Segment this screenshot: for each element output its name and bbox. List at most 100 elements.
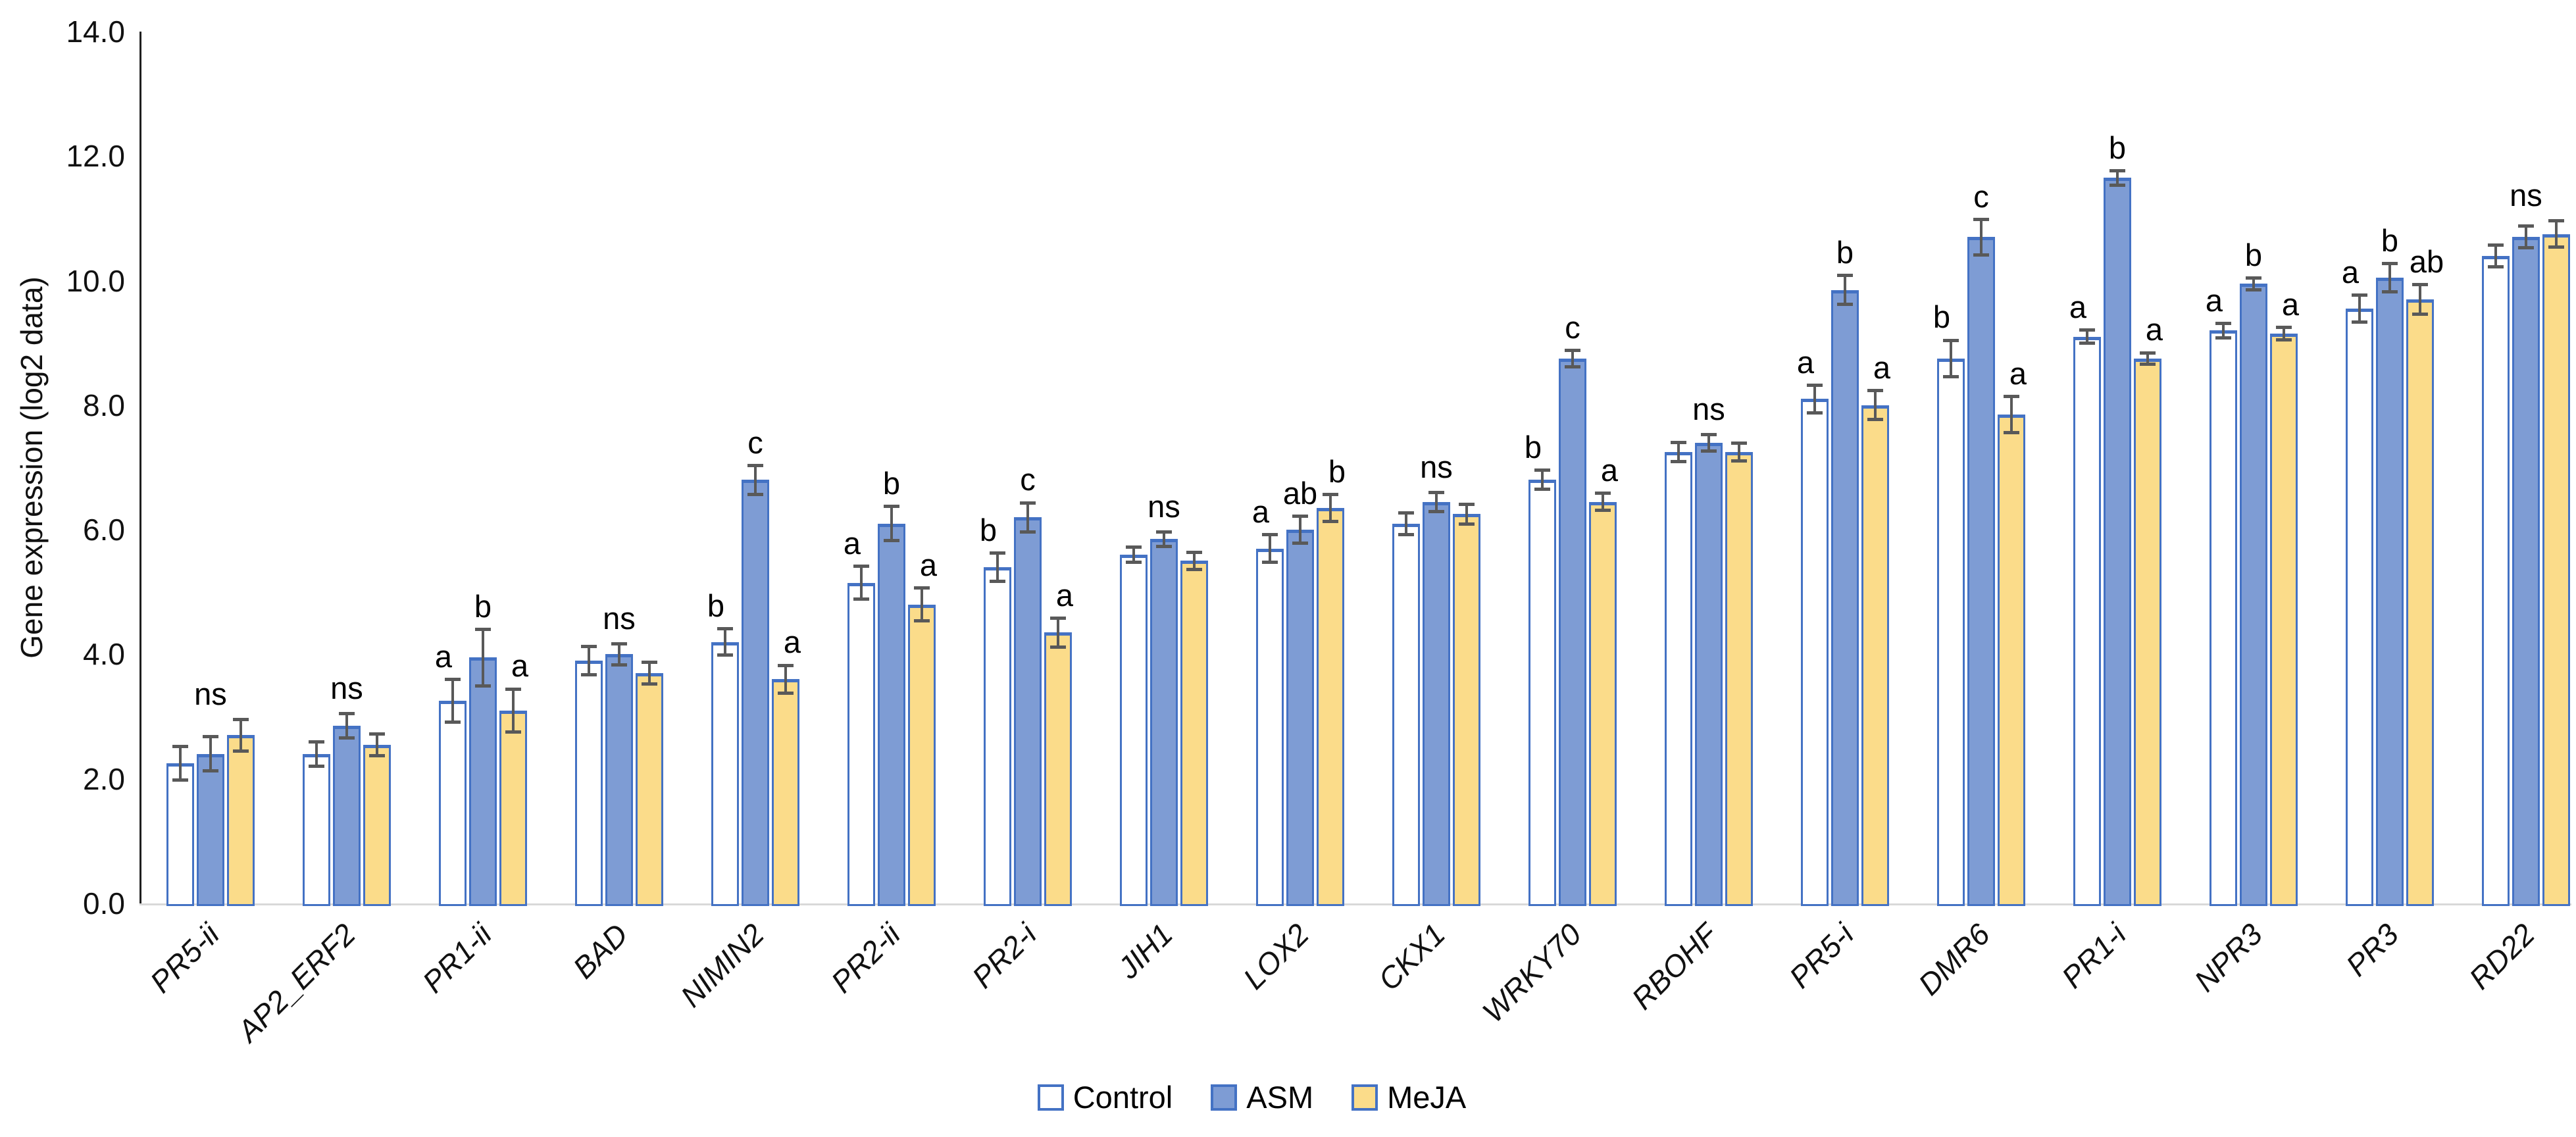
error-bar	[1813, 383, 1816, 415]
error-bar	[860, 565, 863, 601]
legend-item-asm: ASM	[1211, 1080, 1313, 1115]
bar-meja-AP2_ERF2	[363, 744, 391, 906]
error-bar-cap	[1323, 519, 1338, 523]
error-bar	[376, 732, 378, 757]
error-bar	[890, 505, 893, 543]
sig-letter: a	[919, 547, 938, 583]
error-bar-cap	[2518, 246, 2534, 250]
sig-letter: c	[1020, 462, 1036, 497]
bar-asm-RBOHF	[1695, 442, 1723, 906]
bar-control-NIMIN2	[711, 642, 739, 906]
error-bar-cap	[203, 735, 218, 739]
error-bar-cap	[2548, 245, 2564, 249]
legend-item-meja: MeJA	[1351, 1080, 1466, 1115]
error-bar-cap	[1186, 567, 1202, 571]
y-axis-tick-label: 12.0	[66, 139, 125, 174]
bar-control-RBOHF	[1665, 451, 1692, 906]
bar-control-PR2-i	[984, 567, 1011, 906]
error-bar	[2146, 351, 2149, 366]
error-bar-cap	[1398, 532, 1414, 536]
error-bar	[1269, 532, 1271, 565]
error-bar-cap	[642, 660, 657, 664]
bar-meja-PR2-i	[1044, 632, 1072, 906]
error-bar	[1026, 501, 1029, 534]
sig-letter: a	[2069, 290, 2087, 325]
error-bar	[1738, 441, 1740, 463]
error-bar-cap	[1020, 501, 1036, 505]
error-bar-cap	[914, 586, 930, 590]
error-bar-cap	[581, 645, 597, 649]
bar-control-AP2_ERF2	[303, 753, 330, 906]
bar-meja-RD22	[2542, 234, 2570, 906]
bar-meja-PR2-ii	[908, 604, 936, 906]
sig-letter: a	[1873, 350, 1891, 386]
error-bar-cap	[233, 749, 249, 753]
bar-control-NPR3	[2210, 330, 2237, 906]
error-bar-cap	[2004, 431, 2019, 435]
bar-asm-NPR3	[2240, 284, 2267, 906]
sig-letter: a	[511, 648, 529, 684]
bar-asm-RD22	[2512, 237, 2540, 906]
error-bar	[618, 642, 620, 667]
error-bar-cap	[2140, 363, 2156, 366]
error-bar-cap	[1050, 645, 1066, 649]
error-bar	[1980, 217, 1983, 257]
bar-meja-PR3	[2406, 299, 2434, 906]
error-bar	[2388, 262, 2391, 293]
sig-letter: b	[882, 466, 901, 501]
bar-control-WRKY70	[1528, 480, 1556, 906]
error-bar-cap	[1398, 511, 1414, 515]
legend-item-control: Control	[1037, 1080, 1173, 1115]
error-bar-cap	[2488, 243, 2504, 247]
error-bar-cap	[1731, 459, 1747, 463]
bar-control-PR3	[2346, 309, 2373, 906]
sig-letter: a	[843, 525, 861, 561]
error-bar-cap	[1943, 375, 1959, 379]
error-bar-cap	[1701, 449, 1717, 453]
error-bar	[2494, 243, 2497, 268]
error-bar-cap	[1837, 303, 1853, 307]
error-bar-cap	[505, 730, 521, 734]
bar-asm-BAD	[605, 654, 633, 906]
bar-control-BAD	[575, 660, 603, 906]
bar-asm-PR2-i	[1014, 517, 1042, 906]
error-bar	[1874, 389, 1877, 422]
x-axis-line	[139, 903, 2571, 905]
error-bar-cap	[2079, 341, 2095, 345]
error-bar-cap	[1701, 432, 1717, 436]
sig-letter: a	[434, 639, 453, 674]
error-bar	[1405, 511, 1407, 536]
error-bar	[179, 744, 182, 782]
error-bar-cap	[990, 551, 1005, 555]
sig-letter: b	[1932, 299, 1951, 335]
error-bar-cap	[2140, 351, 2156, 355]
bar-meja-LOX2	[1317, 508, 1344, 906]
error-bar	[2116, 169, 2119, 187]
legend-swatch-control	[1037, 1084, 1064, 1111]
error-bar-cap	[339, 712, 355, 716]
error-bar	[648, 660, 651, 686]
error-bar	[1299, 515, 1301, 545]
error-bar-cap	[2276, 338, 2292, 342]
error-bar-cap	[2412, 312, 2428, 316]
error-bar	[2283, 325, 2285, 342]
bar-meja-NIMIN2	[772, 679, 799, 906]
error-bar-cap	[2488, 265, 2504, 268]
bar-meja-WRKY70	[1589, 501, 1617, 906]
bar-asm-PR1-ii	[469, 657, 497, 906]
error-bar	[345, 712, 348, 740]
sig-letter: a	[783, 624, 801, 660]
error-bar-cap	[1050, 616, 1066, 620]
error-bar-cap	[1126, 545, 1142, 549]
error-bar-cap	[475, 684, 491, 688]
bar-asm-DMR6	[1967, 237, 1995, 906]
error-bar	[1329, 493, 1332, 523]
error-bar-cap	[1126, 561, 1142, 565]
error-bar-cap	[1534, 488, 1550, 492]
error-bar	[2358, 293, 2361, 324]
error-bar-cap	[642, 682, 657, 686]
error-bar-cap	[172, 744, 188, 748]
bar-meja-JIH1	[1180, 561, 1208, 906]
sig-letter: b	[2108, 130, 2127, 165]
